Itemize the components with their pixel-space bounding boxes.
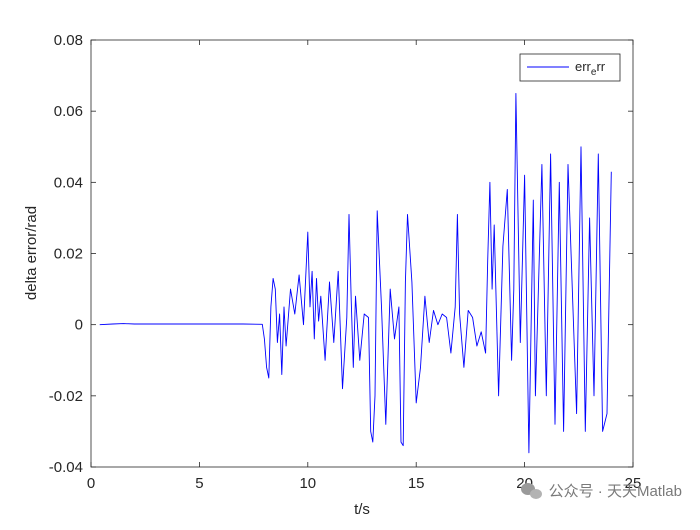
legend-label-main: err — [575, 59, 592, 74]
legend: errerr — [519, 53, 621, 82]
y-axis-label: delta error/rad — [23, 206, 40, 300]
series-line-err-err — [99, 92, 612, 454]
x-tick-label: 15 — [408, 475, 425, 492]
legend-label: errerr — [575, 59, 606, 78]
x-tick-label: 25 — [625, 475, 642, 492]
y-tick-label: 0.08 — [54, 32, 83, 49]
wechat-icon — [520, 482, 543, 500]
y-tick-label: 0.06 — [54, 103, 83, 120]
x-axis-label: t/s — [354, 501, 370, 518]
y-tick-label: -0.04 — [49, 459, 83, 476]
x-tick-label: 10 — [299, 475, 316, 492]
y-tick-label: -0.02 — [49, 388, 83, 405]
watermark: 公众号 · 天天Matlab — [520, 480, 682, 501]
y-tick-label: 0 — [75, 317, 83, 334]
x-tick-label: 5 — [195, 475, 203, 492]
x-tick-label: 0 — [87, 475, 95, 492]
legend-label-subscript: e — [591, 67, 597, 78]
series-layer — [99, 92, 612, 454]
y-tick-label: 0.02 — [54, 246, 83, 263]
watermark-text: 公众号 · 天天Matlab — [548, 483, 682, 500]
legend-label-tail: rr — [596, 59, 605, 74]
plot-area — [90, 39, 634, 468]
y-tick-label: 0.04 — [54, 174, 83, 191]
